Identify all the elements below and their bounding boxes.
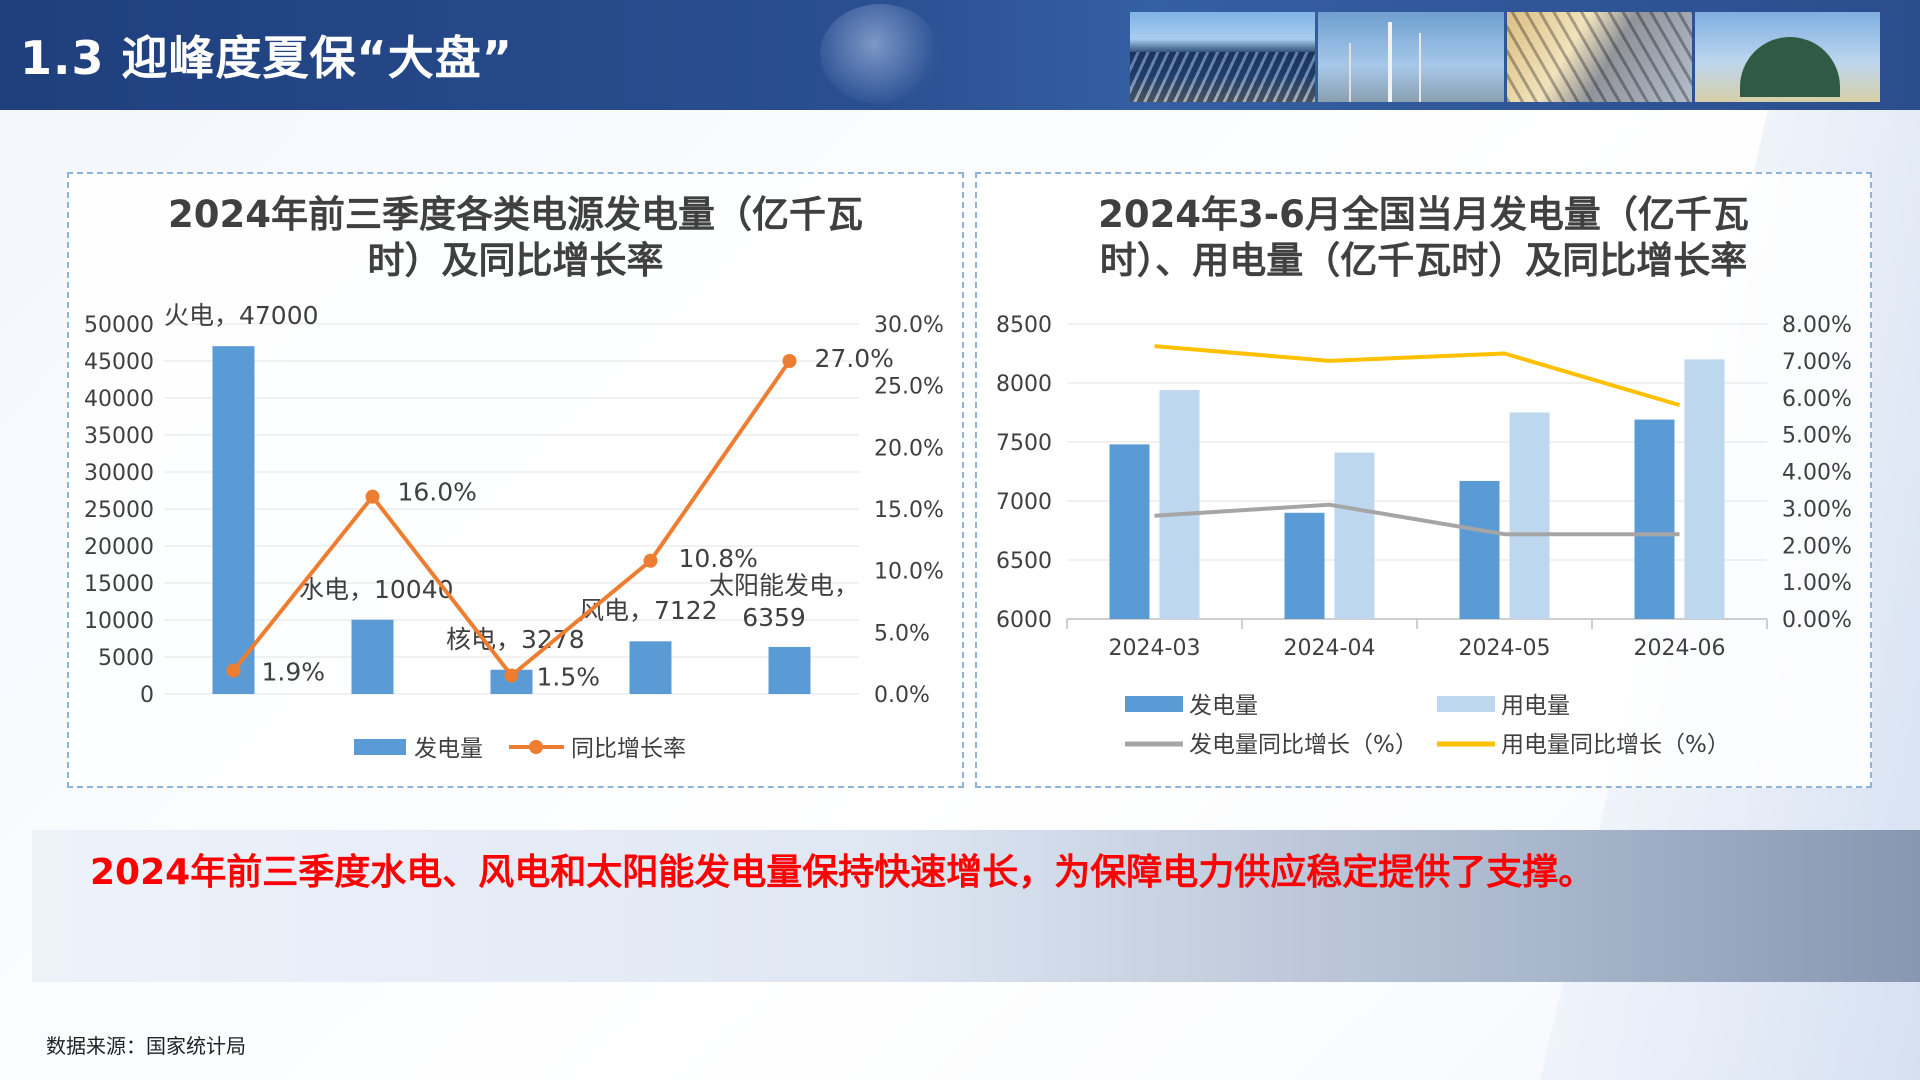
solar-thermal-photo [1506,12,1692,102]
y-left-tick-label: 5000 [98,646,154,671]
chart-title-line-1: 2024年前三季度各类电源发电量（亿千瓦 [168,193,863,236]
chart-panel-monthly-generation-consumption: 2024年3-6月全国当月发电量（亿千瓦 时）、用电量（亿千瓦时）及同比增长率 … [975,172,1872,788]
y-right-tick-label: 5.00% [1782,424,1852,449]
x-tick-label: 2024-05 [1459,636,1551,661]
y-right-tick-label: 4.00% [1782,461,1852,486]
y-right-tick-label: 0.00% [1782,608,1852,633]
bar-data-label: 太阳能发电， [709,571,859,600]
y-left-tick-label: 0 [140,683,154,708]
growth-rate-data-label: 27.0% [815,344,894,373]
x-tick-label: 2024-04 [1284,636,1376,661]
x-tick-label: 2024-06 [1634,636,1726,661]
legend-swatch-generation [1125,696,1183,712]
y-right-tick-label: 7.00% [1782,350,1852,375]
bar-data-label: 水电，10040 [299,575,454,604]
legend-swatch-consumption [1437,696,1495,712]
chart-title: 2024年前三季度各类电源发电量（亿千瓦 时）及同比增长率 [69,192,962,284]
y-right-tick-label: 15.0% [874,498,944,523]
globe-decoration [820,4,940,104]
y-left-tick-label: 8500 [996,313,1052,338]
bar-consumption-2024-04 [1334,452,1375,619]
chart-title: 2024年3-6月全国当月发电量（亿千瓦 时）、用电量（亿千瓦时）及同比增长率 [977,192,1870,284]
y-right-tick-label: 1.00% [1782,571,1852,596]
legend-swatch-marker [529,740,543,754]
y-left-tick-label: 15000 [84,572,154,597]
y-right-tick-label: 5.0% [874,621,930,646]
x-tick-label: 2024-03 [1109,636,1201,661]
growth-rate-point [782,354,797,368]
y-right-tick-label: 25.0% [874,375,944,400]
growth-rate-data-label: 16.0% [398,478,477,507]
y-left-tick-label: 8000 [996,372,1052,397]
bar-consumption-2024-05 [1509,412,1550,619]
y-right-tick-label: 20.0% [874,436,944,461]
legend-label: 用电量同比增长（%） [1501,732,1730,758]
bar-风电 [629,641,672,694]
y-right-tick-label: 8.00% [1782,313,1852,338]
legend-label: 用电量 [1501,693,1570,719]
y-right-tick-label: 30.0% [874,313,944,338]
legend-label: 发电量 [1189,693,1258,719]
summary-band [32,830,1920,982]
y-left-tick-label: 6000 [996,608,1052,633]
solar-panels-photo [1130,12,1316,102]
growth-rate-data-label: 1.5% [537,663,601,692]
chart-title-line-2: 时）及同比增长率 [367,239,664,282]
bar-generation-2024-05 [1459,480,1500,619]
bar-data-label: 6359 [742,603,806,632]
y-left-tick-label: 20000 [84,535,154,560]
y-left-tick-label: 35000 [84,424,154,449]
data-source-note: 数据来源：国家统计局 [46,1034,246,1058]
y-right-tick-label: 10.0% [874,560,944,585]
bar-consumption-2024-06 [1684,359,1725,619]
growth-rate-point [504,668,519,683]
legend-label: 发电量同比增长（%） [1189,732,1418,758]
chart-panel-generation-by-source: 2024年前三季度各类电源发电量（亿千瓦 时）及同比增长率 0 5000 10000… [67,172,964,788]
chart-title-line-1: 2024年3-6月全国当月发电量（亿千瓦 [1098,193,1749,236]
y-left-tick-label: 45000 [84,350,154,375]
bar-火电 [212,346,255,694]
y-left-tick-label: 30000 [84,461,154,486]
growth-rate-data-label: 10.8% [679,544,758,573]
growth-rate-point [643,553,658,568]
wind-turbines-photo [1318,12,1504,102]
y-left-tick-label: 10000 [84,609,154,634]
biogas-plant-photo [1694,12,1880,102]
legend-label: 发电量 [414,736,483,762]
growth-rate-point [365,489,380,504]
y-left-tick-label: 7500 [996,431,1052,456]
y-left-tick-label: 50000 [84,313,154,338]
page-title: 1.3 迎峰度夏保“大盘” [20,31,513,85]
y-right-tick-label: 3.00% [1782,497,1852,522]
bar-水电 [351,619,394,694]
bar-generation-2024-04 [1284,512,1325,619]
legend-swatch-bar [354,739,406,755]
y-right-tick-label: 2.00% [1782,534,1852,559]
y-left-tick-label: 7000 [996,490,1052,515]
summary-text: 2024年前三季度水电、风电和太阳能发电量保持快速增长，为保障电力供应稳定提供了… [90,852,1595,893]
y-left-tick-label: 6500 [996,549,1052,574]
legend-label: 同比增长率 [571,736,686,762]
growth-rate-data-label: 1.9% [262,658,326,687]
bar-consumption-2024-03 [1159,390,1200,619]
chart-title-line-2: 时）、用电量（亿千瓦时）及同比增长率 [1099,239,1748,282]
header-bar: 1.3 迎峰度夏保“大盘” [0,0,1920,110]
generation-growth-line [1154,502,1680,537]
y-left-tick-label: 25000 [84,498,154,523]
consumption-growth-line [1154,344,1681,408]
y-right-tick-label: 6.00% [1782,387,1852,412]
y-right-tick-label: 0.0% [874,683,930,708]
bar-generation-2024-06 [1634,419,1675,619]
bar-太阳能发电 [768,646,811,694]
growth-rate-point [226,663,241,678]
monthly-generation-consumption-chart: 6000 6500 7000 7500 8000 8500 0.00% 1.00% 2.00% 3… [996,313,1852,758]
energy-photo-strip [1130,12,1880,102]
generation-by-source-chart: 0 5000 10000 15000 20000 25000 30000 35000 40000… [84,301,944,762]
y-left-tick-label: 40000 [84,387,154,412]
bar-data-label: 核电，3278 [446,625,585,654]
bar-generation-2024-03 [1109,444,1150,619]
bar-data-label: 火电，47000 [164,301,319,330]
